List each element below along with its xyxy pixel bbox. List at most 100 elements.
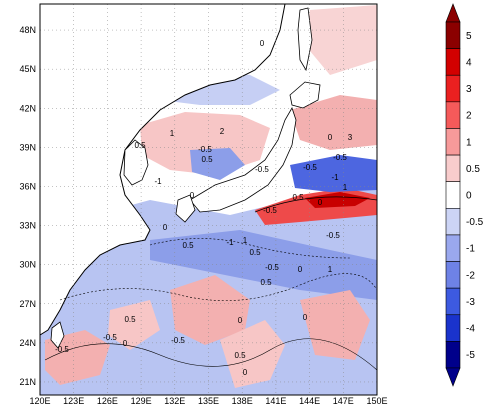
contour-labels: 0 0.5 -0.5 1 -1 2 3 -0.5 0 0.5 0 -0.5 -0.5 1 -1 0 0.5 -0.… [55, 39, 353, 377]
colorbar-segment [445, 181, 461, 209]
cold-patch-east [290, 155, 377, 192]
lat-tick-label: 21N [19, 377, 36, 387]
warm-patch-south2 [170, 275, 250, 345]
contour-label: -0.5 [263, 206, 277, 215]
colorbar-label: -1 [466, 244, 475, 255]
colorbar-segment [445, 287, 461, 316]
colorbar-label: 2 [466, 111, 472, 122]
taiwan [50, 321, 65, 349]
contour-label: -1 [226, 238, 234, 247]
lat-tick-label: 39N [19, 142, 36, 152]
colorbar-segment [445, 48, 461, 76]
contour-label: -0.5 [303, 163, 317, 172]
lon-tick-labels: 120E 123E 126E 129E 132E 135E 138E 141E 144E 147E… [29, 396, 387, 406]
lon-tick-label: 147E [333, 396, 354, 406]
lon-tick-label: 126E [97, 396, 118, 406]
lon-tick-label: 144E [299, 396, 320, 406]
lon-tick-label: 138E [232, 396, 253, 406]
lat-tick-label: 36N [19, 181, 36, 191]
contour-label: 0.5 [260, 278, 272, 287]
colorbar [445, 3, 461, 387]
contour-label: 0 [123, 339, 128, 348]
colorbar-label: -5 [466, 350, 475, 361]
contour-label: -0.5 [103, 333, 117, 342]
warm-patch-south4 [300, 290, 370, 360]
contour-line-neg2 [59, 273, 378, 301]
lat-tick-label: 48N [19, 25, 36, 35]
colorbar-segment [445, 261, 461, 289]
contour-label: 0 [298, 265, 303, 274]
colorbar-label: -0.5 [466, 217, 484, 228]
lat-tick-label: 24N [19, 338, 36, 348]
colorbar-label: 4 [466, 57, 472, 68]
graticule [39, 4, 378, 395]
contour-label: 0.5 [292, 193, 304, 202]
lon-tick-label: 135E [198, 396, 219, 406]
lat-tick-label: 27N [19, 299, 36, 309]
colorbar-max-arrow [445, 3, 461, 23]
contour-label: -1 [154, 177, 162, 186]
contour-label: 1 [170, 129, 175, 138]
asian-continent [39, 3, 286, 336]
contour-label: -0.5 [265, 263, 279, 272]
warm-patch-south1 [45, 330, 110, 385]
colorbar-label: -3 [466, 297, 475, 308]
colorbar-segment [445, 101, 461, 129]
colorbar-segment [445, 21, 461, 49]
colorbar-segment [445, 208, 461, 236]
lat-tick-label: 33N [19, 221, 36, 231]
contour-line-pos1 [254, 196, 378, 213]
colorbar-label: 3 [466, 84, 472, 95]
contour-label: 3 [348, 133, 353, 142]
colorbar-segment [445, 234, 461, 262]
japan-hokkaido [289, 81, 321, 109]
colorbar-label: 0 [466, 191, 472, 202]
contour-label: 0.5 [249, 248, 261, 257]
colorbar-label: -4 [466, 324, 475, 335]
ocean-negative-deep [150, 230, 377, 300]
contour-line-neg1 [149, 238, 351, 259]
contour-label: 0.5 [134, 141, 146, 150]
contour-label: 0.5 [124, 315, 136, 324]
lon-tick-label: 150E [366, 396, 387, 406]
contour-label: 0 [318, 198, 323, 207]
kuroshio-core [305, 192, 370, 208]
colorbar-segment [445, 314, 461, 342]
contour-label: 0 [260, 39, 265, 48]
colorbar-label: -2 [466, 270, 475, 281]
contour-label: 0 [163, 223, 168, 232]
lon-tick-label: 132E [164, 396, 185, 406]
japan-kyushu [175, 194, 196, 223]
contour-label: 0.5 [182, 241, 194, 250]
lon-tick-label: 120E [29, 396, 50, 406]
colorbar-segment [445, 74, 461, 103]
warm-patch-south5 [108, 300, 160, 350]
colorbar-segment [445, 154, 461, 182]
lon-tick-label: 129E [131, 396, 152, 406]
warm-north-east [290, 95, 377, 150]
colorbar-min-arrow [445, 367, 461, 387]
lat-tick-labels: 48N 45N 42N 39N 36N 33N 30N 27N 24N 21N [19, 25, 36, 387]
map-frame [39, 3, 378, 396]
contour-label: 0 [190, 191, 195, 200]
lat-tick-label: 42N [19, 103, 36, 113]
lat-tick-label: 30N [19, 260, 36, 270]
contour-label: -0.5 [255, 165, 269, 174]
contour-label: 0 [243, 368, 248, 377]
korean-peninsula [123, 139, 149, 186]
contour-label: 0 [303, 313, 308, 322]
cold-patch-sea-japan [190, 148, 245, 180]
contour-label: 0 [238, 316, 243, 325]
contour-label: -1 [331, 173, 339, 182]
contour-label: 1 [243, 236, 248, 245]
contour-label: -0.5 [198, 145, 212, 154]
colorbar-segment [445, 341, 461, 369]
contour-label: 2 [220, 127, 225, 136]
colorbar-label: 5 [466, 31, 472, 42]
colorbar-label: 1 [466, 137, 472, 148]
map-panel: 0 0.5 -0.5 1 -1 2 3 -0.5 0 0.5 0 -0.5 -0.5 1 -1 0 0.5 -0.… [39, 3, 378, 396]
contour-line-zero1 [44, 338, 378, 371]
contour-label: 0 [328, 133, 333, 142]
warm-north-top [305, 5, 377, 75]
